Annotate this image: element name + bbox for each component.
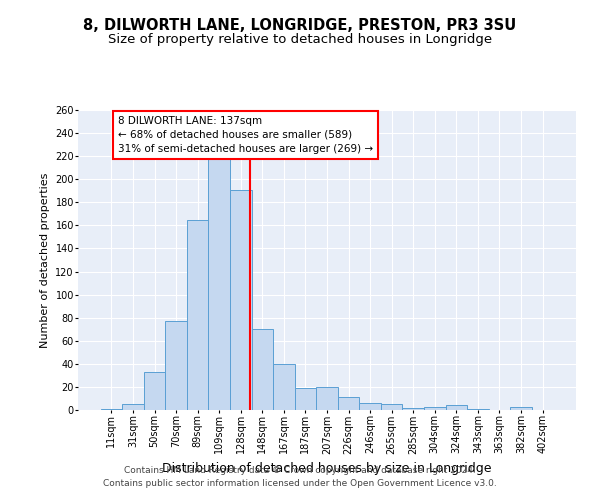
Text: 8, DILWORTH LANE, LONGRIDGE, PRESTON, PR3 3SU: 8, DILWORTH LANE, LONGRIDGE, PRESTON, PR…	[83, 18, 517, 32]
Bar	[446, 406, 467, 410]
Bar	[187, 220, 208, 410]
X-axis label: Distribution of detached houses by size in Longridge: Distribution of detached houses by size …	[162, 462, 492, 475]
Bar	[208, 158, 230, 410]
Bar	[101, 409, 122, 410]
Bar	[359, 403, 381, 410]
Bar	[510, 406, 532, 410]
Text: Size of property relative to detached houses in Longridge: Size of property relative to detached ho…	[108, 32, 492, 46]
Bar	[295, 388, 316, 410]
Bar	[251, 329, 273, 410]
Bar	[403, 408, 424, 410]
Y-axis label: Number of detached properties: Number of detached properties	[40, 172, 50, 348]
Bar	[316, 387, 338, 410]
Bar	[166, 321, 187, 410]
Text: 8 DILWORTH LANE: 137sqm
← 68% of detached houses are smaller (589)
31% of semi-d: 8 DILWORTH LANE: 137sqm ← 68% of detache…	[118, 116, 373, 154]
Bar	[338, 398, 359, 410]
Bar	[273, 364, 295, 410]
Bar	[467, 409, 488, 410]
Bar	[122, 404, 144, 410]
Bar	[381, 404, 403, 410]
Bar	[230, 190, 251, 410]
Bar	[144, 372, 166, 410]
Text: Contains HM Land Registry data © Crown copyright and database right 2024.
Contai: Contains HM Land Registry data © Crown c…	[103, 466, 497, 487]
Bar	[424, 406, 446, 410]
